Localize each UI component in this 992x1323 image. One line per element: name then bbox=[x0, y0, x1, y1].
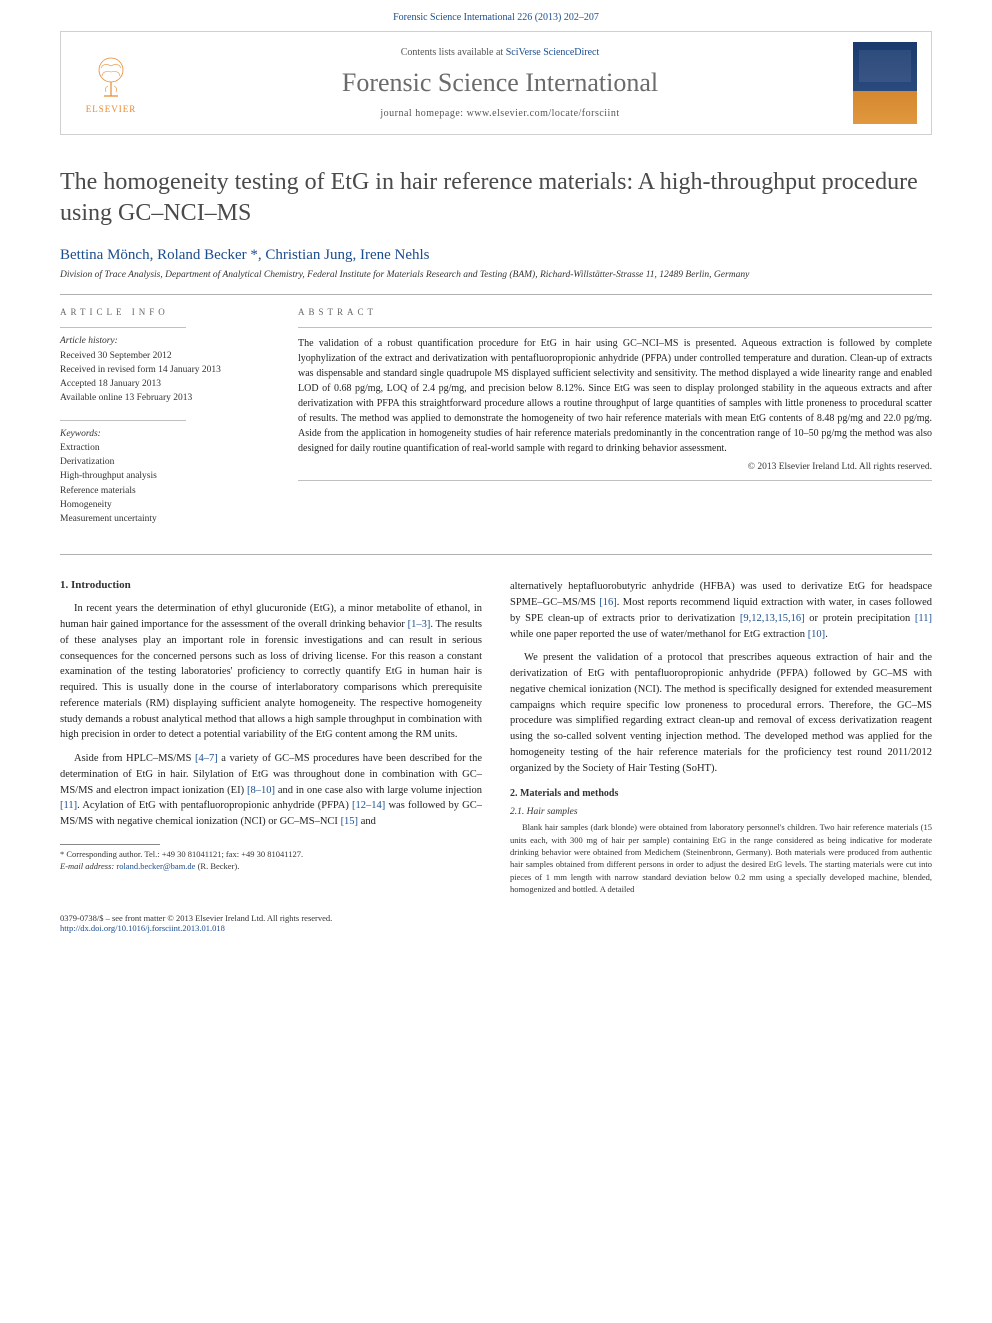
ref-link[interactable]: [8–10] bbox=[247, 785, 275, 796]
journal-header-box: ELSEVIER Contents lists available at Sci… bbox=[60, 31, 932, 135]
citation-link[interactable]: Forensic Science International 226 (2013… bbox=[393, 12, 599, 23]
footnote-divider bbox=[60, 844, 160, 845]
history-label: Article history: bbox=[60, 334, 270, 348]
article-info-column: ARTICLE INFO Article history: Received 3… bbox=[60, 307, 270, 540]
paragraph: Aside from HPLC–MS/MS [4–7] a variety of… bbox=[60, 751, 482, 830]
methods-heading: 2. Materials and methods bbox=[510, 788, 932, 799]
email-label: E-mail address: bbox=[60, 861, 116, 871]
introduction-heading: 1. Introduction bbox=[60, 579, 482, 591]
body-column-right: alternatively heptafluorobutyric anhydri… bbox=[510, 579, 932, 899]
journal-header-center: Contents lists available at SciVerse Sci… bbox=[161, 47, 839, 119]
keyword: Homogeneity bbox=[60, 498, 270, 512]
keywords-label: Keywords: bbox=[60, 427, 270, 441]
ref-link[interactable]: [10] bbox=[808, 629, 826, 640]
journal-cover-thumbnail[interactable] bbox=[853, 42, 917, 124]
abstract-text: The validation of a robust quantificatio… bbox=[298, 336, 932, 456]
article-info-heading: ARTICLE INFO bbox=[60, 307, 270, 317]
author-link[interactable]: Bettina Mönch, Roland Becker *, Christia… bbox=[60, 247, 430, 263]
page-footer: 0379-0738/$ – see front matter © 2013 El… bbox=[60, 913, 932, 933]
ref-link[interactable]: [1–3] bbox=[408, 619, 431, 630]
ref-link[interactable]: [16] bbox=[599, 597, 617, 608]
corresponding-author-footnote: * Corresponding author. Tel.: +49 30 810… bbox=[60, 849, 482, 873]
body-column-left: 1. Introduction In recent years the dete… bbox=[60, 579, 482, 899]
journal-homepage: journal homepage: www.elsevier.com/locat… bbox=[161, 108, 839, 119]
paragraph: In recent years the determination of eth… bbox=[60, 601, 482, 743]
ref-link[interactable]: [11] bbox=[915, 613, 932, 624]
info-abstract-row: ARTICLE INFO Article history: Received 3… bbox=[60, 307, 932, 540]
corr-author-line: * Corresponding author. Tel.: +49 30 810… bbox=[60, 849, 482, 861]
keyword: High-throughput analysis bbox=[60, 469, 270, 483]
keyword: Measurement uncertainty bbox=[60, 512, 270, 526]
keyword: Reference materials bbox=[60, 484, 270, 498]
ref-link[interactable]: [12–14] bbox=[352, 800, 385, 811]
elsevier-text: ELSEVIER bbox=[86, 104, 137, 114]
article-history-block: Article history: Received 30 September 2… bbox=[60, 327, 270, 405]
contents-available-line: Contents lists available at SciVerse Sci… bbox=[161, 47, 839, 58]
keyword: Extraction bbox=[60, 441, 270, 455]
paragraph: alternatively heptafluorobutyric anhydri… bbox=[510, 579, 932, 642]
divider bbox=[60, 327, 186, 328]
contents-prefix: Contents lists available at bbox=[401, 47, 506, 58]
keywords-block: Keywords: Extraction Derivatization High… bbox=[60, 420, 270, 527]
homepage-url[interactable]: www.elsevier.com/locate/forsciint bbox=[467, 108, 620, 119]
body-text: In recent years the determination of eth… bbox=[60, 601, 482, 830]
online-date: Available online 13 February 2013 bbox=[60, 391, 270, 405]
sciencedirect-link[interactable]: SciVerse ScienceDirect bbox=[506, 47, 600, 58]
email-line: E-mail address: roland.becker@bam.de (R.… bbox=[60, 861, 482, 873]
abstract-column: ABSTRACT The validation of a robust quan… bbox=[298, 307, 932, 540]
divider bbox=[60, 554, 932, 555]
paragraph: We present the validation of a protocol … bbox=[510, 650, 932, 776]
author-list: Bettina Mönch, Roland Becker *, Christia… bbox=[60, 247, 932, 264]
revised-date: Received in revised form 14 January 2013 bbox=[60, 363, 270, 377]
affiliation: Division of Trace Analysis, Department o… bbox=[60, 270, 932, 280]
abstract-copyright: © 2013 Elsevier Ireland Ltd. All rights … bbox=[298, 462, 932, 472]
abstract-heading: ABSTRACT bbox=[298, 307, 932, 317]
ref-link[interactable]: [15] bbox=[341, 816, 359, 827]
paragraph: Blank hair samples (dark blonde) were ob… bbox=[510, 821, 932, 895]
divider bbox=[60, 294, 932, 295]
divider bbox=[298, 480, 932, 481]
issn-line: 0379-0738/$ – see front matter © 2013 El… bbox=[60, 913, 932, 923]
homepage-prefix: journal homepage: bbox=[380, 108, 466, 119]
elsevier-logo[interactable]: ELSEVIER bbox=[75, 42, 147, 124]
methods-text: Blank hair samples (dark blonde) were ob… bbox=[510, 821, 932, 895]
ref-link[interactable]: [4–7] bbox=[195, 753, 218, 764]
body-columns: 1. Introduction In recent years the dete… bbox=[60, 579, 932, 899]
accepted-date: Accepted 18 January 2013 bbox=[60, 377, 270, 391]
email-link[interactable]: roland.becker@bam.de bbox=[116, 861, 195, 871]
article-title: The homogeneity testing of EtG in hair r… bbox=[60, 167, 932, 229]
keyword: Derivatization bbox=[60, 455, 270, 469]
divider bbox=[298, 327, 932, 328]
running-head: Forensic Science International 226 (2013… bbox=[0, 0, 992, 31]
ref-link[interactable]: [9,12,13,15,16] bbox=[740, 613, 805, 624]
divider bbox=[60, 420, 186, 421]
journal-name: Forensic Science International bbox=[161, 68, 839, 98]
hair-samples-heading: 2.1. Hair samples bbox=[510, 807, 932, 817]
ref-link[interactable]: [11] bbox=[60, 800, 77, 811]
elsevier-tree-icon bbox=[86, 52, 136, 102]
doi-link[interactable]: http://dx.doi.org/10.1016/j.forsciint.20… bbox=[60, 923, 225, 933]
body-text: alternatively heptafluorobutyric anhydri… bbox=[510, 579, 932, 776]
received-date: Received 30 September 2012 bbox=[60, 349, 270, 363]
email-suffix: (R. Becker). bbox=[195, 861, 239, 871]
